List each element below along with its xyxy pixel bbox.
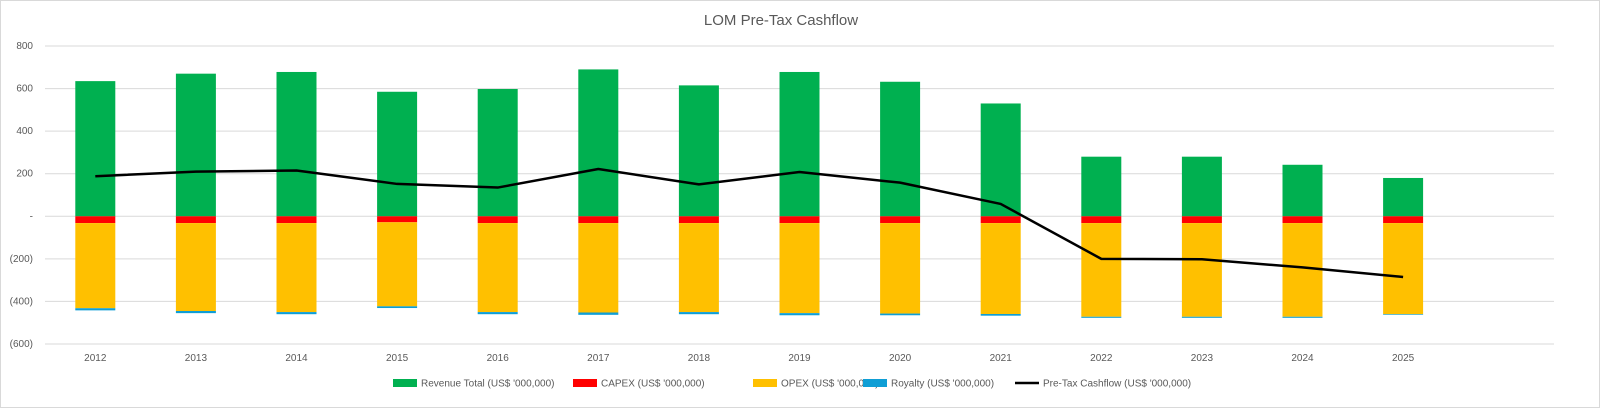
x-tick-label: 2016: [487, 353, 510, 364]
x-tick-label: 2020: [889, 353, 912, 364]
bar-2019: [779, 223, 820, 314]
bar-2025: [1383, 314, 1424, 315]
bar-2022: [1081, 216, 1122, 224]
bar-2019: [779, 216, 820, 224]
y-axis-ticks: 800 600 400 200 - (200) (400) (600): [10, 41, 34, 350]
x-tick-label: 2019: [788, 353, 811, 364]
bar-2018: [678, 223, 719, 313]
bar-2016: [477, 216, 518, 224]
x-tick-label: 2023: [1191, 353, 1214, 364]
bar-2022: [1081, 316, 1122, 318]
bar-2021: [980, 216, 1021, 224]
bar-2012: [75, 216, 116, 224]
bar-2013: [175, 311, 216, 314]
x-tick-label: 2012: [84, 353, 107, 364]
x-tick-label: 2013: [185, 353, 208, 364]
x-tick-label: 2022: [1090, 353, 1113, 364]
legend-swatch: [573, 379, 597, 387]
bar-2017: [578, 216, 619, 224]
legend-entry: Pre-Tax Cashflow (US$ '000,000): [1043, 379, 1191, 390]
y-tick-label: 800: [16, 41, 33, 52]
bar-2024: [1282, 164, 1323, 217]
bar-2023: [1181, 316, 1222, 318]
bar-2013: [175, 73, 216, 217]
x-tick-label: 2024: [1291, 353, 1314, 364]
bar-2024: [1282, 316, 1323, 318]
y-tick-label: (200): [10, 254, 33, 265]
cashflow-line: [95, 167, 1404, 279]
bar-2025: [1383, 216, 1424, 224]
bar-2020: [880, 223, 921, 314]
bar-2023: [1181, 223, 1222, 317]
cashflow-line-path: [95, 167, 1404, 279]
bar-2013: [175, 216, 216, 224]
bar-2012: [75, 223, 116, 309]
legend-entry: CAPEX (US$ '000,000): [601, 379, 705, 390]
legend-swatch: [863, 379, 887, 387]
bar-2024: [1282, 216, 1323, 224]
bar-2022: [1081, 223, 1122, 317]
legend-entry: Royalty (US$ '000,000): [891, 379, 994, 390]
x-tick-label: 2018: [688, 353, 711, 364]
x-axis-ticks: 2012 2013 2014 2015 2016 2017 2018 2019 2020 2021…: [84, 353, 1414, 364]
bar-2024: [1282, 223, 1323, 317]
bar-2020: [880, 81, 921, 217]
bar-2020: [880, 216, 921, 224]
bar-2016: [477, 223, 518, 313]
bar-2017: [578, 312, 619, 315]
bar-2015: [377, 91, 418, 217]
x-tick-label: 2025: [1392, 353, 1415, 364]
bar-2017: [578, 69, 619, 217]
bar-2016: [477, 312, 518, 315]
bar-2021: [980, 103, 1021, 217]
bar-2013: [175, 223, 216, 312]
y-tick-label: -: [30, 211, 33, 222]
bar-2018: [678, 85, 719, 217]
bar-2019: [779, 71, 820, 217]
y-tick-label: 600: [16, 84, 33, 95]
bar-2021: [980, 313, 1021, 316]
bar-2023: [1181, 156, 1222, 217]
bar-2016: [477, 88, 518, 217]
legend-entry: OPEX (US$ '000,000): [781, 379, 879, 390]
bar-2014: [276, 216, 317, 224]
bar-2018: [678, 312, 719, 315]
bar-2012: [75, 308, 116, 311]
bars: [75, 69, 1424, 318]
bar-2015: [377, 216, 418, 223]
bar-2014: [276, 223, 317, 313]
bar-2025: [1383, 223, 1424, 315]
bar-2014: [276, 312, 317, 315]
x-tick-label: 2017: [587, 353, 610, 364]
legend-swatch: [393, 379, 417, 387]
bar-2021: [980, 223, 1021, 314]
x-tick-label: 2015: [386, 353, 409, 364]
y-tick-label: (600): [10, 339, 33, 350]
y-tick-label: 200: [16, 169, 33, 180]
chart-title: LOM Pre-Tax Cashflow: [704, 12, 858, 29]
bar-2017: [578, 223, 619, 313]
bar-2023: [1181, 216, 1222, 224]
legend-entry: Revenue Total (US$ '000,000): [421, 379, 554, 390]
legend-swatch: [753, 379, 777, 387]
legend: Revenue Total (US$ '000,000) CAPEX (US$ '…: [393, 379, 1191, 390]
x-tick-label: 2021: [990, 353, 1013, 364]
bar-2025: [1383, 177, 1424, 217]
bar-2022: [1081, 156, 1122, 217]
bar-2015: [377, 306, 418, 309]
bar-2018: [678, 216, 719, 224]
y-tick-label: 400: [16, 126, 33, 137]
bar-2019: [779, 313, 820, 316]
bar-2014: [276, 71, 317, 217]
bar-2020: [880, 313, 921, 316]
x-tick-label: 2014: [285, 353, 308, 364]
bar-2012: [75, 81, 116, 217]
y-tick-label: (400): [10, 296, 33, 307]
bar-2015: [377, 222, 418, 307]
